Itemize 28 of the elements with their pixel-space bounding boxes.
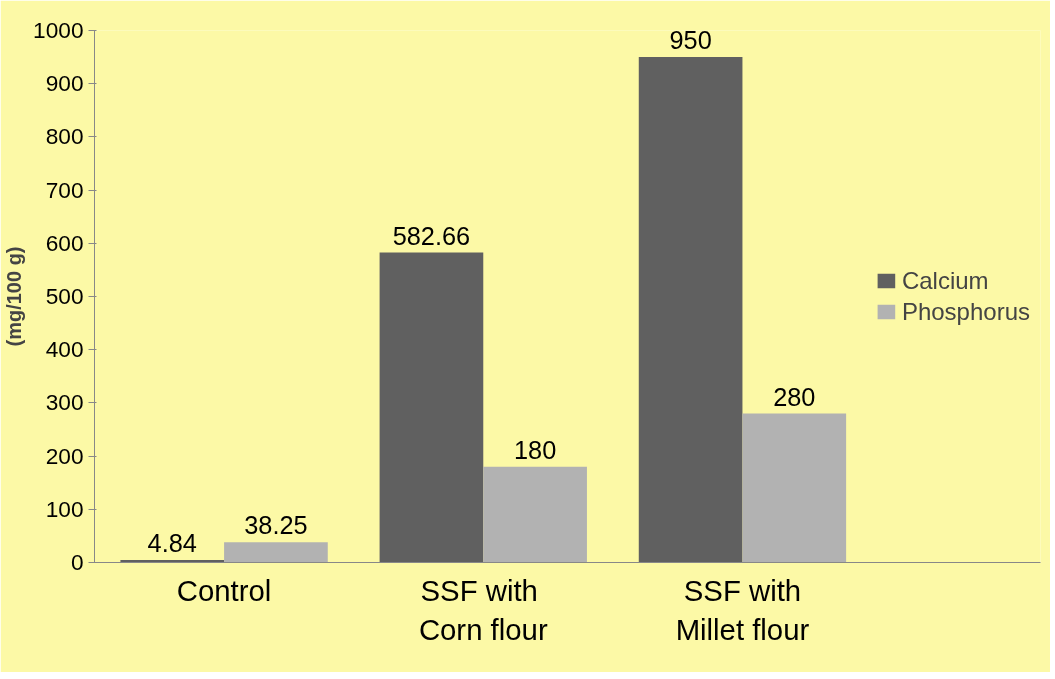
data-label: 582.66 xyxy=(392,221,471,250)
y-tick-label: 600 xyxy=(45,229,84,256)
data-label: 4.84 xyxy=(147,528,197,557)
data-label: 950 xyxy=(669,26,712,55)
data-label: 280 xyxy=(773,382,816,411)
y-tick-label: 900 xyxy=(45,70,84,97)
bar xyxy=(224,542,328,563)
bar xyxy=(742,413,847,563)
legend-label: Calcium xyxy=(901,266,989,295)
y-tick-label: 100 xyxy=(45,495,84,522)
legend-label: Phosphorus xyxy=(901,297,1030,326)
x-tick-label: SSF with Corn flour xyxy=(418,573,548,647)
y-tick-label: 400 xyxy=(45,336,84,363)
x-tick-label: SSF with Millet flour xyxy=(675,573,810,647)
bar xyxy=(379,252,484,563)
bar xyxy=(483,466,587,563)
y-tick-label: 200 xyxy=(45,442,84,469)
y-axis-title: (mg/100 g) xyxy=(3,246,26,347)
data-label: 38.25 xyxy=(244,511,308,540)
y-tick-label: 0 xyxy=(70,549,84,575)
y-tick-label: 700 xyxy=(45,176,84,203)
bar xyxy=(638,57,743,563)
y-tick-label: 500 xyxy=(45,283,84,309)
x-tick-label: Control xyxy=(176,573,272,607)
y-tick-label: 300 xyxy=(45,389,84,416)
data-label: 180 xyxy=(513,435,557,464)
y-tick-label: 800 xyxy=(45,123,84,150)
y-tick-label: 1000 xyxy=(33,17,84,43)
